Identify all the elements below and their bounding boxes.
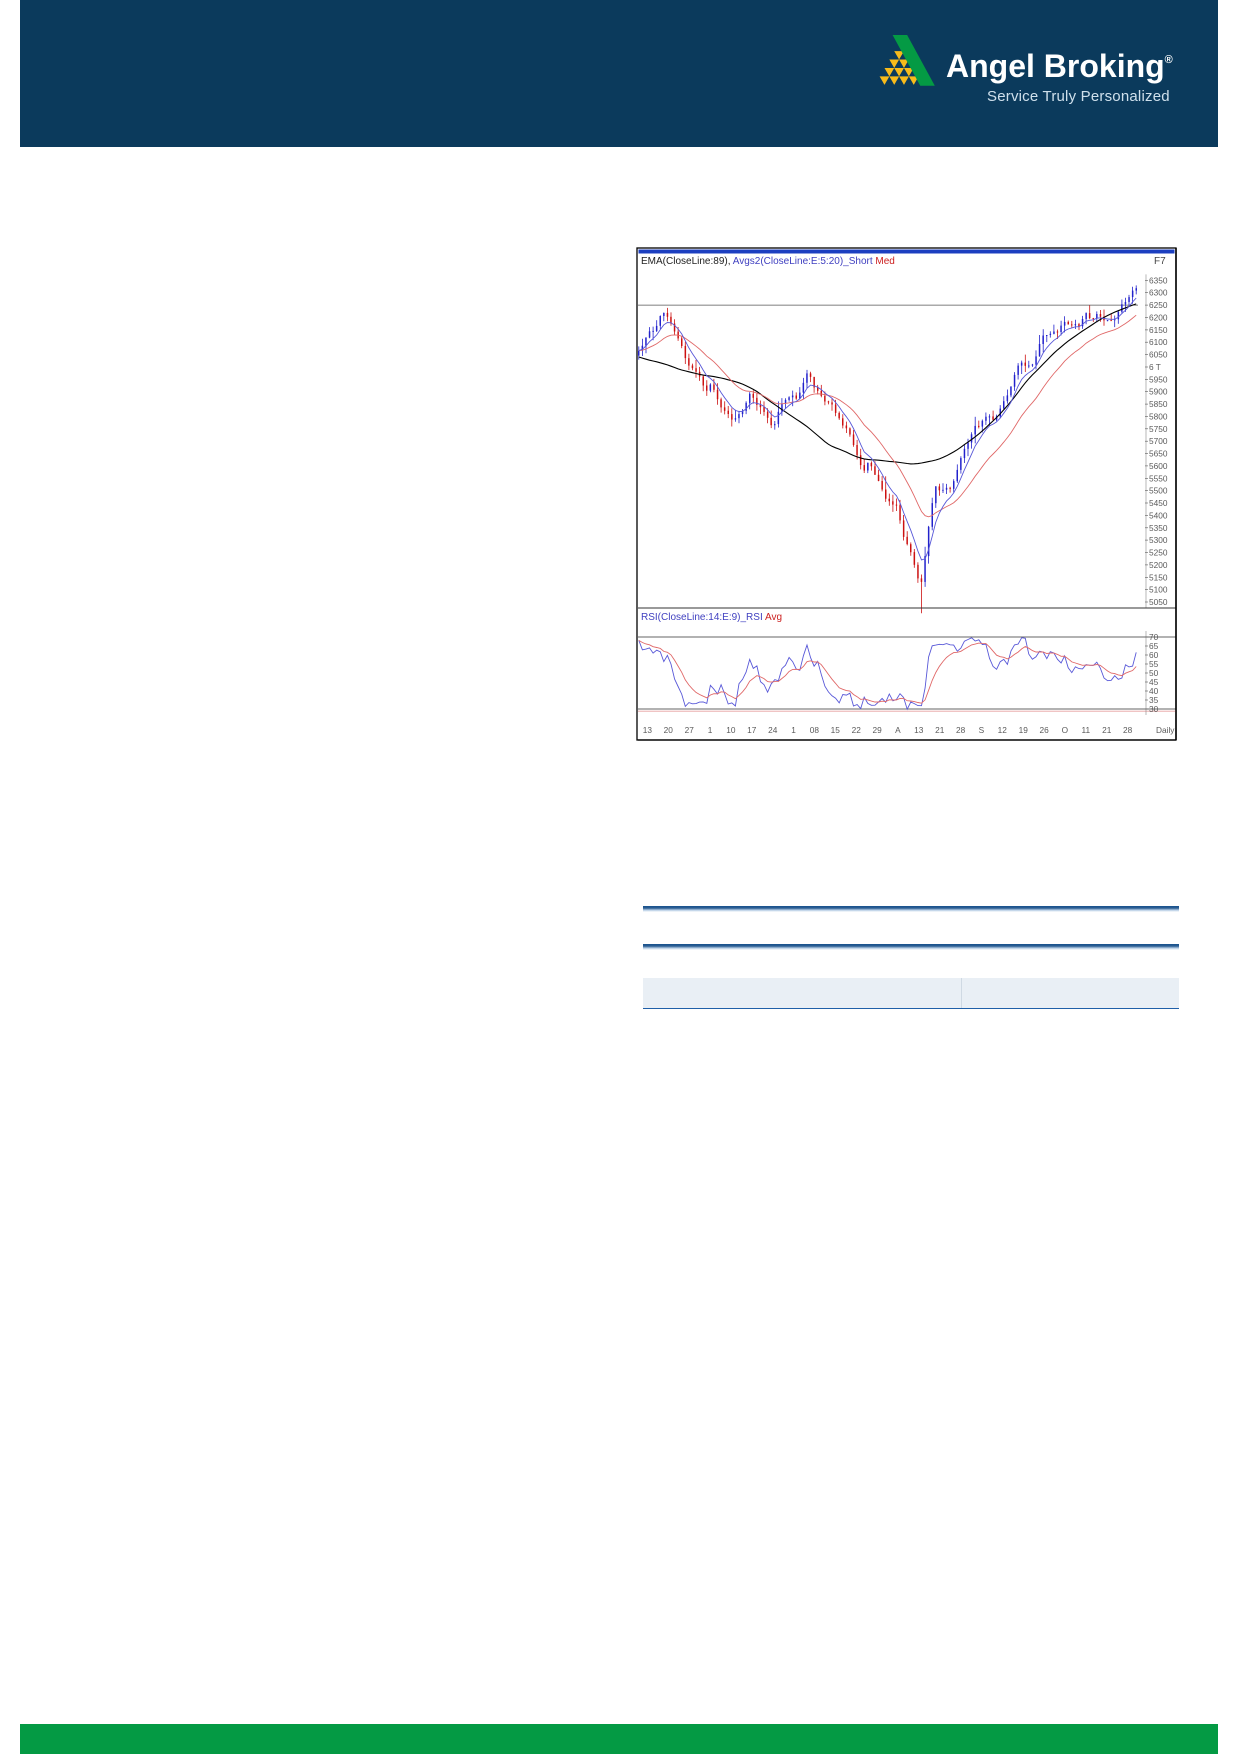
svg-text:1: 1 <box>791 725 796 735</box>
svg-text:26: 26 <box>1039 725 1049 735</box>
svg-text:5150: 5150 <box>1149 572 1168 582</box>
svg-text:5400: 5400 <box>1149 510 1168 520</box>
svg-text:5450: 5450 <box>1149 498 1168 508</box>
svg-text:5900: 5900 <box>1149 387 1168 397</box>
svg-text:45: 45 <box>1149 677 1159 687</box>
svg-text:27: 27 <box>685 725 695 735</box>
svg-text:12: 12 <box>998 725 1008 735</box>
svg-text:6 T: 6 T <box>1149 362 1161 372</box>
svg-text:08: 08 <box>810 725 820 735</box>
svg-text:5950: 5950 <box>1149 374 1168 384</box>
svg-text:5800: 5800 <box>1149 411 1168 421</box>
svg-text:40: 40 <box>1149 686 1159 696</box>
svg-text:19: 19 <box>1019 725 1029 735</box>
svg-text:6300: 6300 <box>1149 288 1168 298</box>
svg-text:A: A <box>895 725 901 735</box>
svg-text:6350: 6350 <box>1149 275 1168 285</box>
svg-text:30: 30 <box>1149 704 1159 714</box>
svg-text:35: 35 <box>1149 695 1159 705</box>
svg-text:S: S <box>979 725 985 735</box>
svg-text:17: 17 <box>747 725 757 735</box>
svg-text:5650: 5650 <box>1149 449 1168 459</box>
svg-text:28: 28 <box>1123 725 1133 735</box>
svg-text:EMA(CloseLine:89), Avgs2(Close: EMA(CloseLine:89), Avgs2(CloseLine:E:5:2… <box>641 256 895 267</box>
svg-text:11: 11 <box>1081 725 1090 735</box>
svg-text:RSI(CloseLine:14:E:9)_RSI Avg: RSI(CloseLine:14:E:9)_RSI Avg <box>641 612 782 623</box>
svg-text:F7: F7 <box>1154 256 1166 267</box>
svg-text:21: 21 <box>935 725 945 735</box>
svg-text:5350: 5350 <box>1149 523 1168 533</box>
svg-text:55: 55 <box>1149 659 1159 669</box>
svg-text:5850: 5850 <box>1149 399 1168 409</box>
svg-text:5250: 5250 <box>1149 548 1168 558</box>
svg-text:21: 21 <box>1102 725 1112 735</box>
svg-text:6200: 6200 <box>1149 313 1168 323</box>
svg-text:60: 60 <box>1149 650 1159 660</box>
svg-text:5700: 5700 <box>1149 436 1168 446</box>
svg-text:5750: 5750 <box>1149 424 1168 434</box>
svg-text:5550: 5550 <box>1149 473 1168 483</box>
svg-text:13: 13 <box>914 725 924 735</box>
svg-text:15: 15 <box>831 725 841 735</box>
svg-text:24: 24 <box>768 725 778 735</box>
svg-text:6150: 6150 <box>1149 325 1168 335</box>
svg-text:20: 20 <box>664 725 674 735</box>
svg-text:6050: 6050 <box>1149 350 1168 360</box>
svg-text:5050: 5050 <box>1149 597 1168 607</box>
svg-text:Daily: Daily <box>1156 725 1175 735</box>
svg-text:28: 28 <box>956 725 966 735</box>
svg-text:6250: 6250 <box>1149 300 1168 310</box>
svg-text:22: 22 <box>852 725 862 735</box>
svg-text:70: 70 <box>1149 632 1159 642</box>
svg-text:6100: 6100 <box>1149 337 1168 347</box>
svg-text:O: O <box>1062 725 1069 735</box>
svg-text:65: 65 <box>1149 641 1159 651</box>
svg-text:5200: 5200 <box>1149 560 1168 570</box>
svg-text:50: 50 <box>1149 668 1159 678</box>
svg-text:13: 13 <box>643 725 653 735</box>
svg-text:5300: 5300 <box>1149 535 1168 545</box>
svg-text:5600: 5600 <box>1149 461 1168 471</box>
svg-text:29: 29 <box>872 725 882 735</box>
svg-text:10: 10 <box>726 725 736 735</box>
svg-text:5100: 5100 <box>1149 585 1168 595</box>
svg-text:5500: 5500 <box>1149 486 1168 496</box>
svg-text:1: 1 <box>708 725 713 735</box>
